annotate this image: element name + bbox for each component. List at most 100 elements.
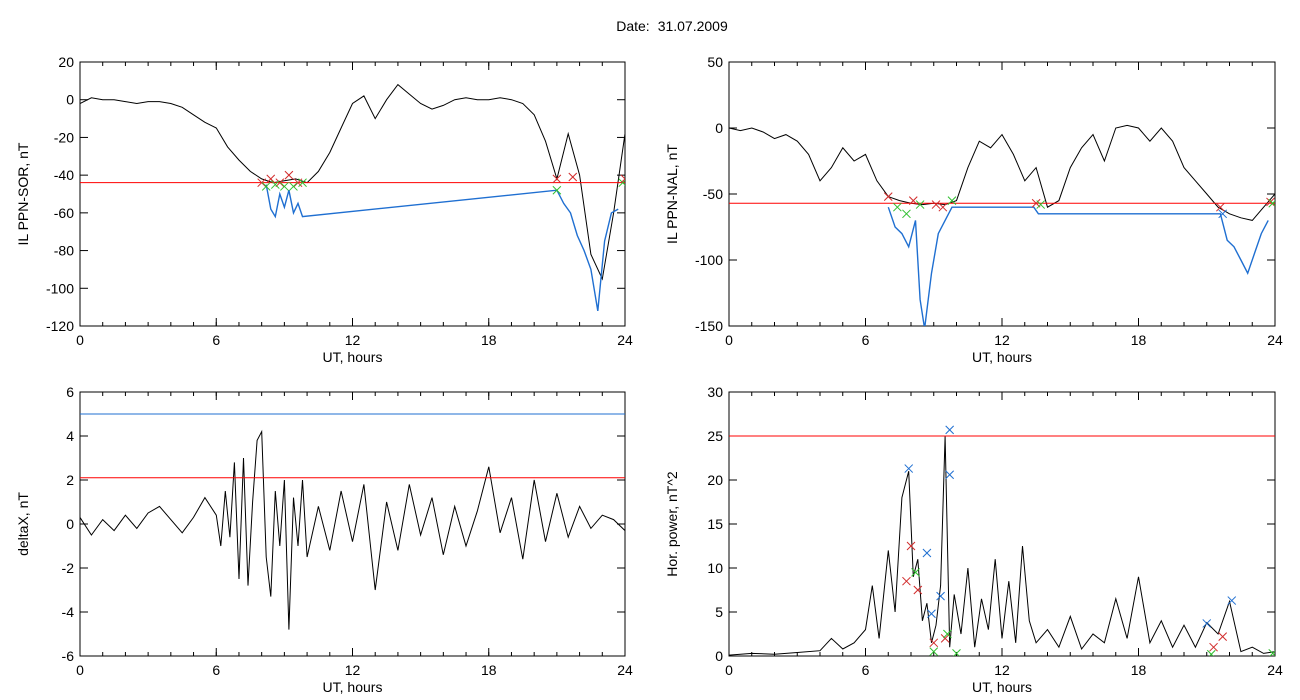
substorm-series-line xyxy=(887,206,1269,326)
event-marker-stroke xyxy=(568,172,578,182)
event-marker-stroke xyxy=(953,649,961,656)
event-marker xyxy=(261,182,271,191)
event-marker-stroke xyxy=(298,178,307,188)
y-tick-label: -60 xyxy=(54,205,74,221)
event-marker xyxy=(936,591,945,601)
series-line xyxy=(729,435,1275,656)
event-marker xyxy=(913,585,923,595)
y-tick-label: -120 xyxy=(46,318,74,334)
event-marker xyxy=(938,202,948,212)
event-marker xyxy=(1268,198,1275,208)
y-tick-label: -2 xyxy=(62,560,75,576)
event-marker-stroke xyxy=(284,170,294,180)
event-marker xyxy=(952,649,961,656)
event-marker-stroke xyxy=(620,178,625,184)
event-marker-stroke xyxy=(915,200,925,209)
y-tick-label: 30 xyxy=(707,384,723,400)
event-marker xyxy=(945,470,955,480)
event-marker-stroke xyxy=(1269,650,1275,656)
x-tick-label: 0 xyxy=(76,662,84,678)
event-marker xyxy=(1218,209,1228,219)
event-marker xyxy=(1268,649,1275,656)
event-marker xyxy=(931,200,941,209)
event-marker xyxy=(927,609,936,619)
y-axis-label: IL PPN-SOR, nT xyxy=(15,142,31,245)
substorm-series-line xyxy=(265,184,619,312)
event-marker xyxy=(943,629,952,639)
event-marker xyxy=(1206,649,1216,656)
event-marker xyxy=(275,178,285,188)
event-marker-stroke xyxy=(947,196,957,205)
event-marker-stroke xyxy=(1268,200,1275,208)
event-marker xyxy=(906,541,916,551)
plot-frame xyxy=(728,391,1276,657)
event-marker xyxy=(620,174,625,184)
y-tick-label: 25 xyxy=(707,428,723,444)
event-marker xyxy=(552,174,562,184)
plot-area xyxy=(729,124,1275,326)
event-marker xyxy=(929,638,939,648)
event-marker-stroke xyxy=(945,425,955,435)
event-marker-stroke xyxy=(280,182,289,191)
event-marker xyxy=(1202,619,1212,628)
event-marker xyxy=(902,209,911,219)
x-axis-label: UT, hours xyxy=(323,349,383,365)
event-marker xyxy=(915,200,925,209)
event-marker-stroke xyxy=(922,548,932,558)
event-marker-stroke xyxy=(892,202,902,212)
event-marker-stroke xyxy=(293,178,303,188)
event-marker xyxy=(1036,200,1046,209)
y-tick-label: 5 xyxy=(715,604,723,620)
event-marker xyxy=(892,202,902,212)
y-tick-label: -150 xyxy=(695,318,723,334)
event-marker-stroke xyxy=(1202,619,1212,628)
event-marker xyxy=(929,647,939,656)
event-marker-stroke xyxy=(275,178,285,188)
event-marker xyxy=(1216,202,1225,212)
x-tick-label: 0 xyxy=(725,662,733,678)
date-title: Date: 31.07.2009 xyxy=(0,18,1300,34)
y-tick-label: 6 xyxy=(66,384,74,400)
y-tick-label: 0 xyxy=(66,516,74,532)
x-tick-label: 24 xyxy=(1267,662,1283,678)
date-value: 31.07.2009 xyxy=(657,18,728,34)
y-tick-label: 0 xyxy=(715,648,723,664)
series-line xyxy=(80,429,625,630)
event-marker xyxy=(922,548,932,558)
x-tick-label: 6 xyxy=(212,662,220,678)
event-marker-stroke xyxy=(938,202,948,212)
event-marker xyxy=(883,192,893,201)
y-tick-label: 4 xyxy=(66,428,74,444)
event-marker xyxy=(280,182,289,191)
event-marker xyxy=(289,182,298,191)
event-marker xyxy=(270,180,280,189)
chart-panel-3: 0 6 12 18 24 6 4 2 0 -2 -4 -6 UT, hours deltaX, nT xyxy=(15,384,633,695)
event-marker-stroke xyxy=(936,591,945,601)
event-marker-stroke xyxy=(902,576,911,586)
y-tick-label: -20 xyxy=(54,129,74,145)
event-marker-stroke xyxy=(1266,197,1275,207)
event-marker-stroke xyxy=(904,464,914,473)
x-tick-label: 18 xyxy=(481,662,497,678)
event-marker xyxy=(940,634,950,643)
x-tick-label: 6 xyxy=(212,332,220,348)
event-marker-stroke xyxy=(929,647,939,656)
event-marker xyxy=(1227,596,1237,605)
x-tick-label: 18 xyxy=(1131,662,1147,678)
event-marker xyxy=(1209,642,1218,652)
event-marker xyxy=(904,464,914,473)
x-tick-label: 24 xyxy=(617,332,633,348)
x-tick-label: 18 xyxy=(481,332,497,348)
x-axis-label: UT, hours xyxy=(972,349,1032,365)
event-marker-stroke xyxy=(908,196,918,205)
event-marker-stroke xyxy=(945,470,955,480)
event-marker-stroke xyxy=(1218,632,1228,641)
date-label: Date: xyxy=(616,18,650,34)
event-marker xyxy=(284,170,294,180)
series-line xyxy=(729,124,1275,221)
x-tick-label: 24 xyxy=(617,662,633,678)
y-tick-label: 0 xyxy=(66,92,74,108)
y-tick-label: -6 xyxy=(62,648,75,664)
event-marker-stroke xyxy=(902,209,911,219)
